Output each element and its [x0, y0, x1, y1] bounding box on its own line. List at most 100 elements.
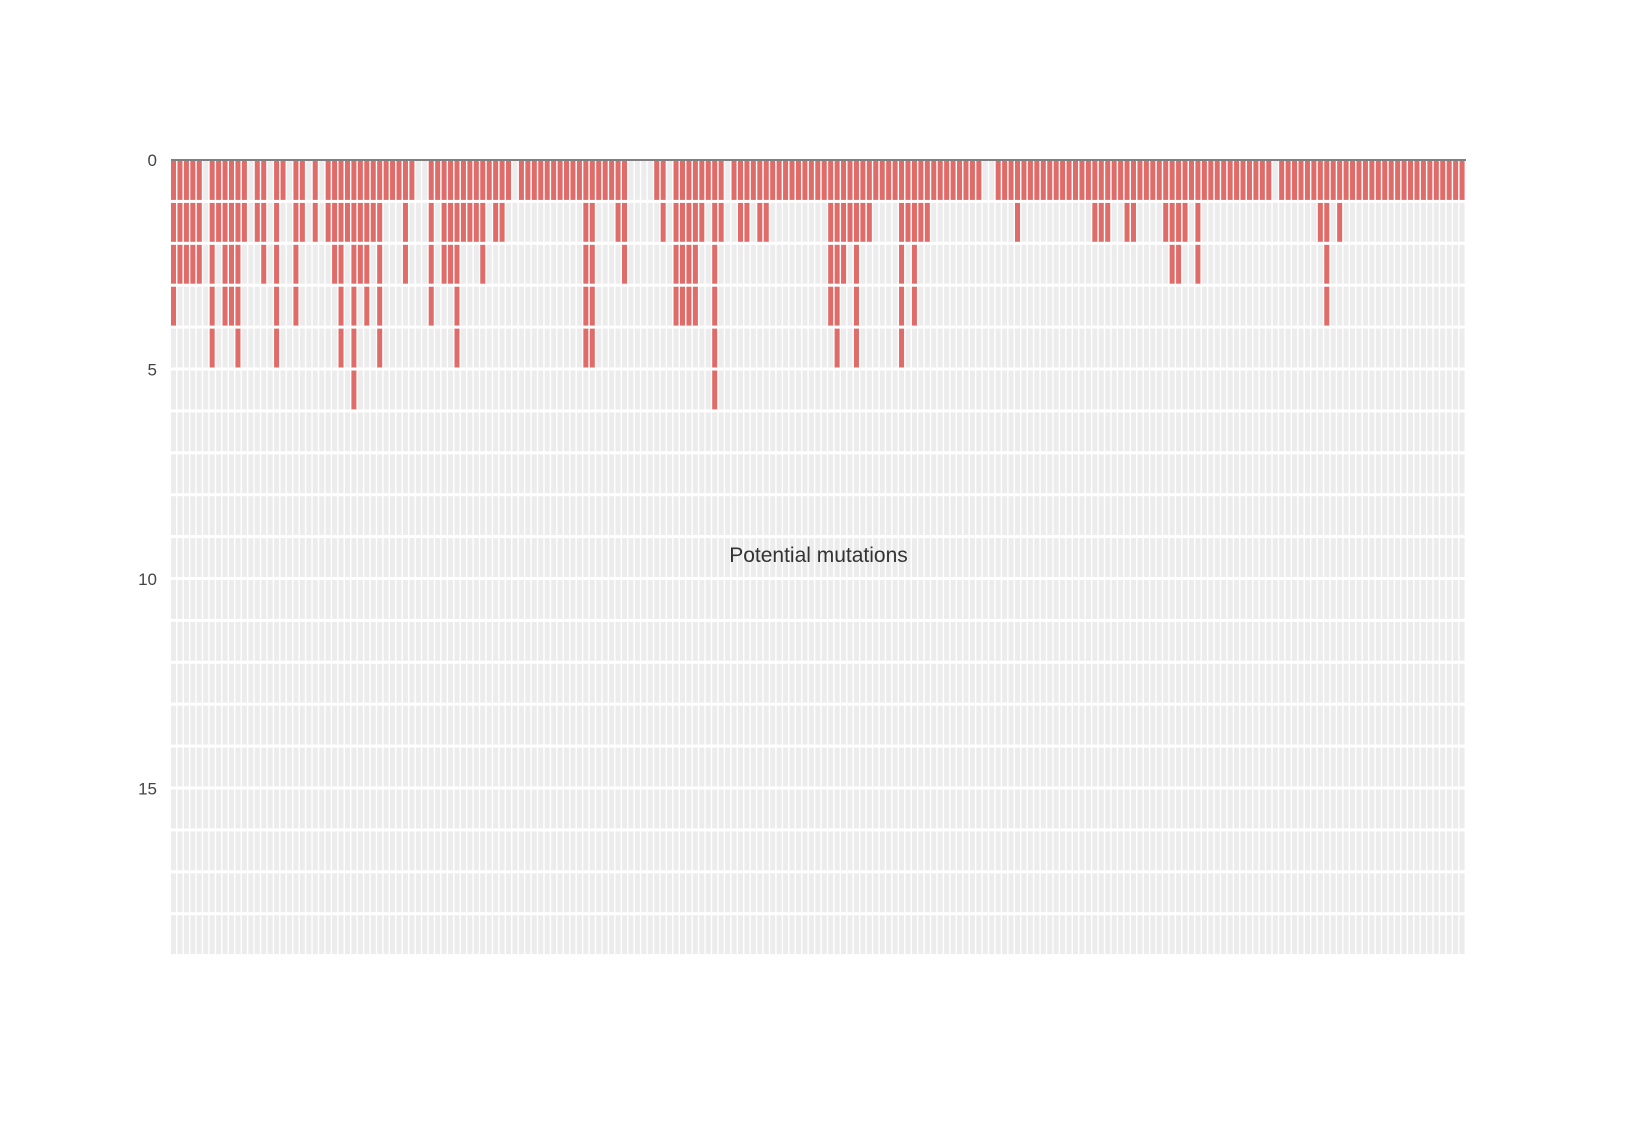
potential-mutation-cell — [1234, 915, 1240, 955]
potential-mutation-cell — [1188, 747, 1194, 787]
potential-mutation-cell — [976, 202, 982, 242]
potential-mutation-cell — [1272, 244, 1278, 284]
potential-mutation-cell — [866, 705, 872, 745]
mutation-column — [1292, 161, 1298, 955]
mutation-column — [1201, 161, 1207, 955]
potential-mutation-cell — [989, 747, 995, 787]
potential-mutation-cell — [1279, 454, 1285, 494]
potential-mutation-cell — [1279, 915, 1285, 955]
potential-mutation-cell — [1317, 663, 1323, 703]
potential-mutation-cell — [299, 328, 305, 368]
potential-mutation-cell — [1330, 873, 1336, 913]
potential-mutation-cell — [783, 705, 789, 745]
observed-mutation-cell — [1118, 161, 1124, 200]
potential-mutation-cell — [982, 789, 988, 829]
potential-mutation-cell — [422, 244, 428, 284]
potential-mutation-cell — [280, 202, 286, 242]
potential-mutation-cell — [1098, 244, 1104, 284]
potential-mutation-cell — [1079, 328, 1085, 368]
potential-mutation-cell — [518, 705, 524, 745]
potential-mutation-cell — [248, 244, 254, 284]
potential-mutation-cell — [1105, 412, 1111, 452]
potential-mutation-cell — [589, 747, 595, 787]
potential-mutation-cell — [654, 454, 660, 494]
observed-mutation-cell — [1304, 161, 1310, 200]
observed-mutation-cell — [338, 328, 344, 368]
mutation-column — [364, 161, 370, 955]
potential-mutation-cell — [518, 747, 524, 787]
potential-mutation-cell — [518, 412, 524, 452]
potential-mutation-cell — [1350, 454, 1356, 494]
potential-mutation-cell — [1420, 747, 1426, 787]
potential-mutation-cell — [1414, 244, 1420, 284]
potential-mutation-cell — [1388, 831, 1394, 871]
potential-mutation-cell — [628, 454, 634, 494]
potential-mutation-cell — [944, 496, 950, 536]
potential-mutation-cell — [841, 705, 847, 745]
potential-mutation-cell — [499, 412, 505, 452]
potential-mutation-cell — [248, 286, 254, 326]
potential-mutation-cell — [1324, 621, 1330, 661]
potential-mutation-cell — [1015, 705, 1021, 745]
potential-mutation-cell — [770, 496, 776, 536]
potential-mutation-cell — [1040, 370, 1046, 410]
mutation-column — [924, 161, 930, 955]
potential-mutation-cell — [415, 663, 421, 703]
potential-mutation-cell — [892, 244, 898, 284]
potential-mutation-cell — [1420, 370, 1426, 410]
potential-mutation-cell — [1253, 454, 1259, 494]
potential-mutation-cell — [518, 370, 524, 410]
potential-mutation-cell — [795, 202, 801, 242]
potential-mutation-cell — [480, 454, 486, 494]
potential-mutation-cell — [1002, 663, 1008, 703]
potential-mutation-cell — [795, 454, 801, 494]
observed-mutation-cell — [222, 286, 228, 326]
observed-mutation-cell — [1343, 161, 1349, 200]
potential-mutation-cell — [1420, 873, 1426, 913]
mutation-column — [622, 161, 628, 955]
observed-mutation-cell — [357, 202, 363, 242]
mutation-column — [1176, 161, 1182, 955]
potential-mutation-cell — [1337, 538, 1343, 577]
potential-mutation-cell — [1330, 202, 1336, 242]
potential-mutation-cell — [1369, 412, 1375, 452]
potential-mutation-cell — [267, 663, 273, 703]
potential-mutation-cell — [344, 496, 350, 536]
potential-mutation-cell — [679, 328, 686, 368]
potential-mutation-cell — [622, 538, 628, 577]
potential-mutation-cell — [190, 663, 196, 703]
potential-mutation-cell — [1227, 244, 1233, 284]
potential-mutation-cell — [725, 538, 731, 577]
potential-mutation-cell — [1453, 873, 1459, 913]
potential-mutation-cell — [338, 580, 344, 619]
potential-mutation-cell — [1214, 496, 1220, 536]
observed-mutation-cell — [299, 161, 305, 200]
potential-mutation-cell — [1169, 412, 1175, 452]
potential-mutation-cell — [660, 412, 666, 452]
potential-mutation-cell — [654, 202, 660, 242]
mutation-column — [905, 161, 911, 955]
potential-mutation-cell — [1150, 705, 1156, 745]
observed-mutation-cell — [1459, 161, 1465, 200]
potential-mutation-cell — [963, 202, 969, 242]
potential-mutation-cell — [654, 663, 660, 703]
potential-mutation-cell — [1324, 747, 1330, 787]
potential-mutation-cell — [1279, 538, 1285, 577]
potential-mutation-cell — [995, 873, 1001, 913]
mutation-column — [673, 161, 679, 955]
potential-mutation-cell — [383, 454, 389, 494]
potential-mutation-cell — [570, 454, 576, 494]
potential-mutation-cell — [815, 747, 821, 787]
mutation-column — [1446, 161, 1452, 955]
potential-mutation-cell — [783, 789, 789, 829]
potential-mutation-cell — [570, 663, 576, 703]
potential-mutation-cell — [1453, 831, 1459, 871]
potential-mutation-cell — [241, 915, 247, 955]
potential-mutation-cell — [1105, 789, 1111, 829]
observed-mutation-cell — [776, 161, 782, 200]
potential-mutation-cell — [969, 580, 975, 619]
potential-mutation-cell — [1253, 496, 1259, 536]
potential-mutation-cell — [744, 789, 750, 829]
potential-mutation-cell — [660, 244, 666, 284]
potential-mutation-cell — [261, 789, 267, 829]
